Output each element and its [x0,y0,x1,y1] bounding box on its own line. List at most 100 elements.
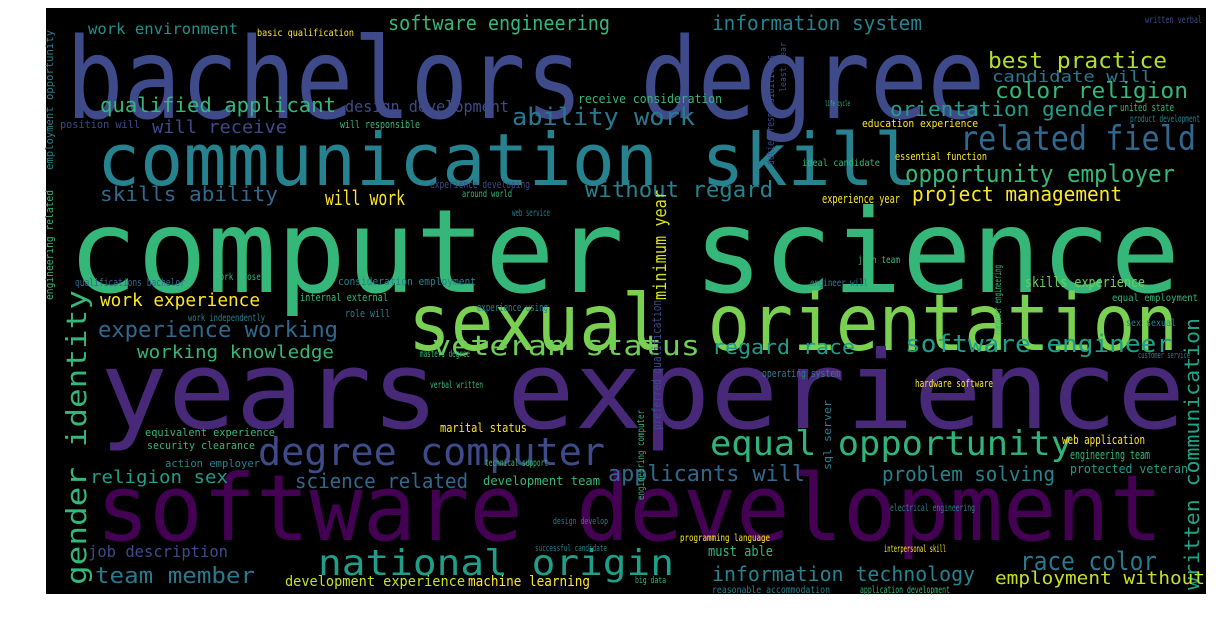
word: equivalent experience [145,426,275,439]
word: equal opportunity [710,424,1072,464]
word: electrical engineering [890,503,975,514]
word: preferred qualification [650,300,664,430]
word: united state [1120,101,1174,114]
word: engineer will [810,278,868,289]
word: problem solving [882,462,1055,486]
word: reasonable accommodation [712,585,830,596]
word: experience year [822,192,900,206]
word: product development [1130,114,1200,125]
word: duties responsibilities [764,55,777,165]
word: skills experience [1025,275,1145,291]
word: customer service [1138,351,1190,361]
word: without regard [585,178,773,203]
word: engineering related [43,190,56,300]
word: national origin [318,543,674,584]
word: written communication [1180,318,1204,590]
word: race color [1020,547,1157,577]
word: gender identity [60,290,93,585]
word: information technology [712,562,975,586]
word: masters degree [420,349,470,360]
word: employment without [995,568,1205,589]
word: web service [512,208,550,219]
word: essential function [895,150,987,163]
word: job description [88,542,228,561]
word: least year [779,41,789,92]
word: skills ability [100,182,278,206]
word: equal employment [1112,293,1198,304]
word: written verbal [1145,15,1202,26]
word: color religion [995,79,1188,104]
word: successful candidate [535,544,607,554]
word: work environment [88,20,238,38]
word: marital status [440,421,527,435]
word: education experience [862,117,978,130]
word: ideal candidate [802,158,880,169]
word: must able [708,544,773,560]
word: work closely [215,272,270,283]
word: sex sexual [1126,318,1176,329]
word: qualified applicant [100,93,336,117]
word: project management [912,182,1122,206]
word: development team [483,474,600,488]
word: opportunity employer [905,160,1175,188]
word: verbal written [430,380,483,391]
word: software development [96,455,1163,562]
word: applicants will [608,462,805,487]
word: work independently [188,313,265,324]
word: experience using [477,301,548,314]
word: communication skill [97,118,917,202]
word: work experience [100,290,260,311]
word: around world [462,189,512,200]
word: orientation gender [890,97,1118,121]
word: machine learning [468,574,590,590]
word: technical support [485,458,548,469]
word: web application [1062,433,1145,447]
word: design development [345,97,509,116]
word: action employer [165,457,260,470]
word: receive consideration [578,92,722,106]
word: programming language [680,533,770,544]
word: candidate will [992,67,1152,86]
word: sexual orientation [408,279,1178,369]
word: ability work [512,103,696,131]
word: sql server [821,400,834,470]
word: working knowledge [137,342,334,363]
word: engineering team [1070,448,1150,462]
word: position will [60,118,140,131]
word: best practice [988,49,1167,74]
word: religion sex [90,467,228,488]
word: will receive [152,117,287,138]
word: qualifications bachelor [75,276,185,289]
word: veteran status [432,329,700,362]
word: regard race [712,335,855,359]
word: role will [345,307,390,320]
word: protected veteran [1070,462,1188,476]
word: experience working [98,318,338,343]
word: basic qualification [257,28,354,39]
word: engineering computer [636,410,647,500]
word: bachelors degree [66,15,985,145]
word: information system [712,11,922,35]
word: big data [635,576,666,586]
word: related field [960,119,1196,159]
word: software engineering [388,11,610,35]
word: science related [295,469,468,493]
word: experience developing [430,178,530,191]
word: development experience [285,574,465,590]
word: life cycle [825,99,850,108]
word: security clearance [147,439,255,452]
word: team member [95,564,255,589]
word: computer engineering [993,265,1004,335]
cloud-background [46,8,1206,594]
word: degree computer [258,430,605,474]
word: software engineer [905,330,1172,358]
word: internal external [300,291,388,304]
word: minimum year [650,190,671,300]
word: years experience [100,329,1185,454]
word: join team [858,255,900,266]
word: operating system [762,367,840,380]
word: will responsible [340,118,420,131]
word: application development [860,585,950,596]
